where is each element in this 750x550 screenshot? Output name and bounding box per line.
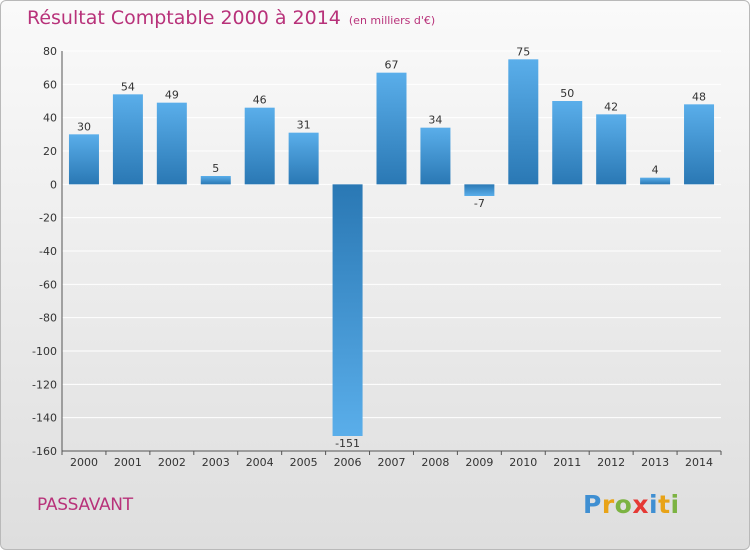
data-label-2000: 30 bbox=[77, 120, 91, 133]
bar-2000 bbox=[68, 134, 99, 185]
x-tick-label: 2005 bbox=[290, 456, 318, 469]
data-label-2001: 54 bbox=[121, 80, 135, 93]
y-tick-label: -160 bbox=[32, 445, 57, 458]
bar-2004 bbox=[244, 107, 275, 185]
bar-2008 bbox=[420, 127, 451, 185]
x-tick-label: 2003 bbox=[202, 456, 230, 469]
axes: 80 60 40 20 0 -20 -40 -60 -80 -100 -120 -140 -160 200… bbox=[32, 45, 722, 469]
y-tick-label: 80 bbox=[43, 45, 57, 58]
data-label-2006: -151 bbox=[335, 437, 360, 450]
data-label-2002: 49 bbox=[165, 89, 179, 102]
x-tick-label: 2000 bbox=[70, 456, 98, 469]
y-tick-label: -80 bbox=[39, 312, 57, 325]
proxiti-logo[interactable]: Proxiti bbox=[583, 490, 680, 519]
logo-letter: t bbox=[658, 490, 671, 519]
logo-letter: o bbox=[614, 490, 633, 519]
data-labels: 30 54 49 5 46 31 -151 67 34 -7 75 50 42 4 48 bbox=[77, 45, 706, 450]
bar-2007 bbox=[376, 72, 407, 185]
x-tick-label: 2009 bbox=[465, 456, 493, 469]
logo-letter: P bbox=[583, 490, 602, 519]
data-label-2007: 67 bbox=[385, 59, 399, 72]
data-label-2010: 75 bbox=[516, 45, 530, 58]
y-tick-label: -100 bbox=[32, 345, 57, 358]
logo-letter: i bbox=[670, 490, 680, 519]
data-label-2013: 4 bbox=[652, 164, 659, 177]
bar-2002 bbox=[156, 102, 187, 185]
chart-subtitle: (en milliers d'€) bbox=[348, 14, 436, 27]
data-label-2008: 34 bbox=[428, 114, 442, 127]
y-tick-label: -140 bbox=[32, 412, 57, 425]
y-tick-label: 0 bbox=[50, 178, 57, 191]
bar-2005 bbox=[288, 132, 319, 185]
y-tick-label: 40 bbox=[43, 112, 57, 125]
chart-title: Résultat Comptable 2000 à 2014 (en millie… bbox=[27, 7, 435, 29]
bar-2009 bbox=[464, 184, 495, 196]
data-label-2003: 5 bbox=[212, 162, 219, 175]
y-tick-label: -40 bbox=[39, 245, 57, 258]
title-text: Résultat Comptable 2000 à 2014 bbox=[27, 7, 341, 29]
y-tick-label: -120 bbox=[32, 378, 57, 391]
bar-2014 bbox=[684, 104, 715, 185]
logo-letter: r bbox=[601, 490, 615, 519]
bar-2003 bbox=[200, 176, 231, 185]
data-label-2005: 31 bbox=[297, 119, 311, 132]
y-tick-label: 60 bbox=[43, 78, 57, 91]
bar-2013 bbox=[640, 177, 671, 185]
commune-name: PASSAVANT bbox=[37, 495, 133, 515]
x-tick-label: 2010 bbox=[509, 456, 537, 469]
bar-2010 bbox=[508, 59, 539, 185]
x-tick-label: 2001 bbox=[114, 456, 142, 469]
x-tick-label: 2006 bbox=[334, 456, 362, 469]
bar-2012 bbox=[596, 114, 627, 185]
data-label-2014: 48 bbox=[692, 90, 706, 103]
x-tick-label: 2007 bbox=[378, 456, 406, 469]
data-label-2011: 50 bbox=[560, 87, 574, 100]
x-tick-label: 2004 bbox=[246, 456, 274, 469]
y-tick-label: 20 bbox=[43, 145, 57, 158]
bars bbox=[68, 59, 715, 436]
x-tick-label: 2014 bbox=[685, 456, 713, 469]
y-tick-label: -20 bbox=[39, 212, 57, 225]
data-label-2004: 46 bbox=[253, 94, 267, 107]
x-tick-label: 2011 bbox=[553, 456, 581, 469]
x-tick-label: 2008 bbox=[421, 456, 449, 469]
logo-letter: x bbox=[632, 490, 649, 519]
bar-2001 bbox=[112, 94, 143, 185]
x-tick-label: 2002 bbox=[158, 456, 186, 469]
logo-letter: i bbox=[649, 490, 659, 519]
data-label-2012: 42 bbox=[604, 100, 618, 113]
x-tick-label: 2012 bbox=[597, 456, 625, 469]
data-label-2009: -7 bbox=[474, 197, 485, 210]
bar-2011 bbox=[552, 101, 583, 185]
x-tick-label: 2013 bbox=[641, 456, 669, 469]
y-tick-label: -60 bbox=[39, 278, 57, 291]
bar-2006 bbox=[332, 184, 363, 436]
